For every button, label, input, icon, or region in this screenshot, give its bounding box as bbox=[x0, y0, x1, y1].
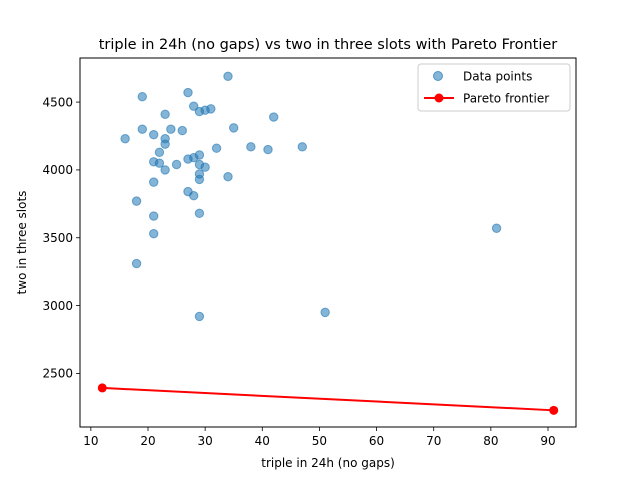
legend-marker-data-points bbox=[433, 71, 443, 81]
axis-ticks: 10 20 30 40 50 60 70 80 90 2500 3000 3500 4000 4500 bbox=[42, 95, 555, 448]
pareto-frontier-line bbox=[102, 386, 554, 412]
y-tick-label: 3500 bbox=[42, 231, 73, 245]
y-tick-label: 3000 bbox=[42, 299, 73, 313]
data-points bbox=[120, 71, 502, 322]
data-point bbox=[137, 124, 147, 134]
data-point bbox=[223, 172, 233, 182]
data-point bbox=[189, 101, 199, 111]
y-tick-label: 4000 bbox=[42, 163, 73, 177]
x-tick-label: 30 bbox=[198, 434, 213, 448]
x-tick-label: 20 bbox=[140, 434, 155, 448]
data-point bbox=[194, 311, 205, 322]
data-point bbox=[171, 159, 182, 170]
y-tick-label: 4500 bbox=[42, 95, 73, 109]
data-point bbox=[246, 142, 256, 152]
data-point bbox=[194, 208, 205, 219]
data-point bbox=[206, 104, 216, 114]
chart-title: triple in 24h (no gaps) vs two in three … bbox=[99, 37, 558, 53]
data-point bbox=[194, 174, 205, 185]
data-point bbox=[189, 190, 199, 201]
pareto-frontier bbox=[97, 383, 559, 415]
data-point bbox=[297, 142, 307, 152]
data-point bbox=[320, 307, 330, 318]
x-tick-label: 10 bbox=[83, 434, 98, 448]
data-point bbox=[149, 228, 159, 239]
x-tick-label: 80 bbox=[483, 434, 498, 448]
x-tick-label: 40 bbox=[255, 434, 270, 448]
x-tick-label: 60 bbox=[369, 434, 384, 448]
data-point bbox=[200, 162, 210, 172]
data-point bbox=[131, 196, 142, 206]
legend-box bbox=[417, 63, 571, 112]
data-point bbox=[223, 71, 233, 82]
pareto-point bbox=[97, 383, 107, 393]
x-tick-label: 70 bbox=[426, 434, 441, 448]
data-point bbox=[149, 177, 159, 187]
legend: Data points Pareto frontier bbox=[417, 63, 571, 112]
data-point bbox=[149, 211, 159, 221]
data-point bbox=[269, 112, 279, 122]
legend-marker-pareto bbox=[434, 93, 444, 103]
data-point bbox=[131, 258, 142, 269]
data-point bbox=[154, 147, 165, 157]
data-point bbox=[183, 87, 193, 98]
data-point bbox=[194, 150, 205, 160]
data-point bbox=[154, 158, 165, 168]
legend-label-data-points: Data points bbox=[463, 70, 532, 84]
data-point bbox=[149, 129, 159, 140]
y-axis-label: two in three slots bbox=[15, 191, 29, 295]
data-point bbox=[120, 134, 130, 144]
data-point bbox=[491, 223, 502, 233]
y-tick-label: 2500 bbox=[42, 367, 73, 381]
pareto-point bbox=[549, 405, 559, 415]
plot-frame bbox=[79, 57, 577, 428]
x-axis-label: triple in 24h (no gaps) bbox=[261, 456, 395, 470]
x-tick-label: 50 bbox=[312, 434, 327, 448]
data-point bbox=[177, 125, 187, 136]
x-tick-label: 90 bbox=[540, 434, 555, 448]
data-point bbox=[166, 124, 176, 134]
data-point bbox=[160, 109, 170, 119]
data-point bbox=[160, 165, 170, 175]
data-point bbox=[263, 144, 273, 155]
legend-label-pareto: Pareto frontier bbox=[463, 92, 549, 106]
data-point bbox=[211, 143, 222, 153]
data-point bbox=[160, 139, 170, 149]
data-point bbox=[229, 123, 239, 133]
data-point bbox=[137, 91, 147, 102]
